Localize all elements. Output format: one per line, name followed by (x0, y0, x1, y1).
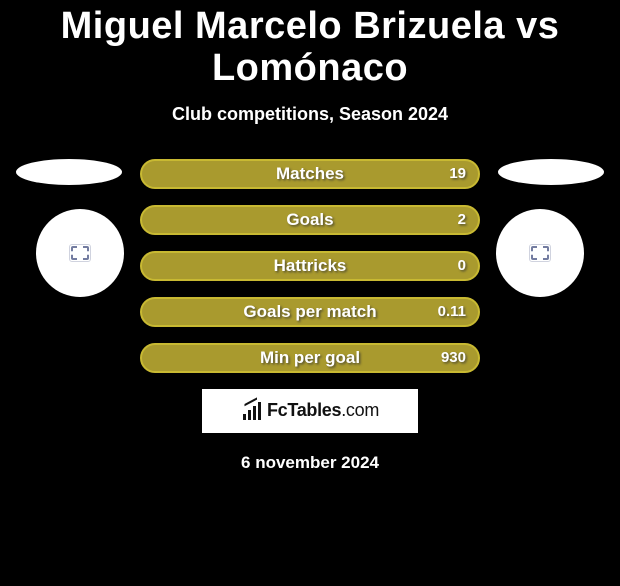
player-right-pill (498, 159, 604, 185)
stat-bar-goals: Goals 2 (140, 205, 480, 235)
stat-bars: Matches 19 Goals 2 Hattricks 0 Goals per… (140, 159, 480, 373)
brand-name-bold: FcTables (267, 400, 341, 420)
brand-box: FcTables.com (202, 389, 418, 433)
comparison-panel: Matches 19 Goals 2 Hattricks 0 Goals per… (10, 159, 610, 473)
brand-chart-icon (241, 402, 263, 420)
brand-text: FcTables.com (267, 400, 379, 421)
page-title: Miguel Marcelo Brizuela vs Lomónaco (10, 6, 610, 90)
stat-label: Min per goal (260, 348, 360, 368)
stat-label: Hattricks (274, 256, 347, 276)
stat-label: Matches (276, 164, 344, 184)
player-right-avatar (496, 209, 584, 297)
player-left-pill (16, 159, 122, 185)
stat-bar-hattricks: Hattricks 0 (140, 251, 480, 281)
brand-name-light: .com (341, 400, 379, 420)
placeholder-icon (531, 246, 549, 260)
stat-value: 930 (441, 349, 466, 366)
stat-bar-min-per-goal: Min per goal 930 (140, 343, 480, 373)
placeholder-icon (71, 246, 89, 260)
stat-label: Goals (286, 210, 333, 230)
brand: FcTables.com (241, 400, 379, 421)
stat-value: 19 (449, 165, 466, 182)
player-left-avatar (36, 209, 124, 297)
stat-value: 2 (458, 211, 466, 228)
footer-date: 6 november 2024 (10, 453, 610, 473)
stat-bar-matches: Matches 19 (140, 159, 480, 189)
subtitle: Club competitions, Season 2024 (10, 104, 610, 125)
stat-bar-goals-per-match: Goals per match 0.11 (140, 297, 480, 327)
stat-label: Goals per match (243, 302, 376, 322)
stat-value: 0.11 (438, 303, 466, 320)
stat-value: 0 (458, 257, 466, 274)
